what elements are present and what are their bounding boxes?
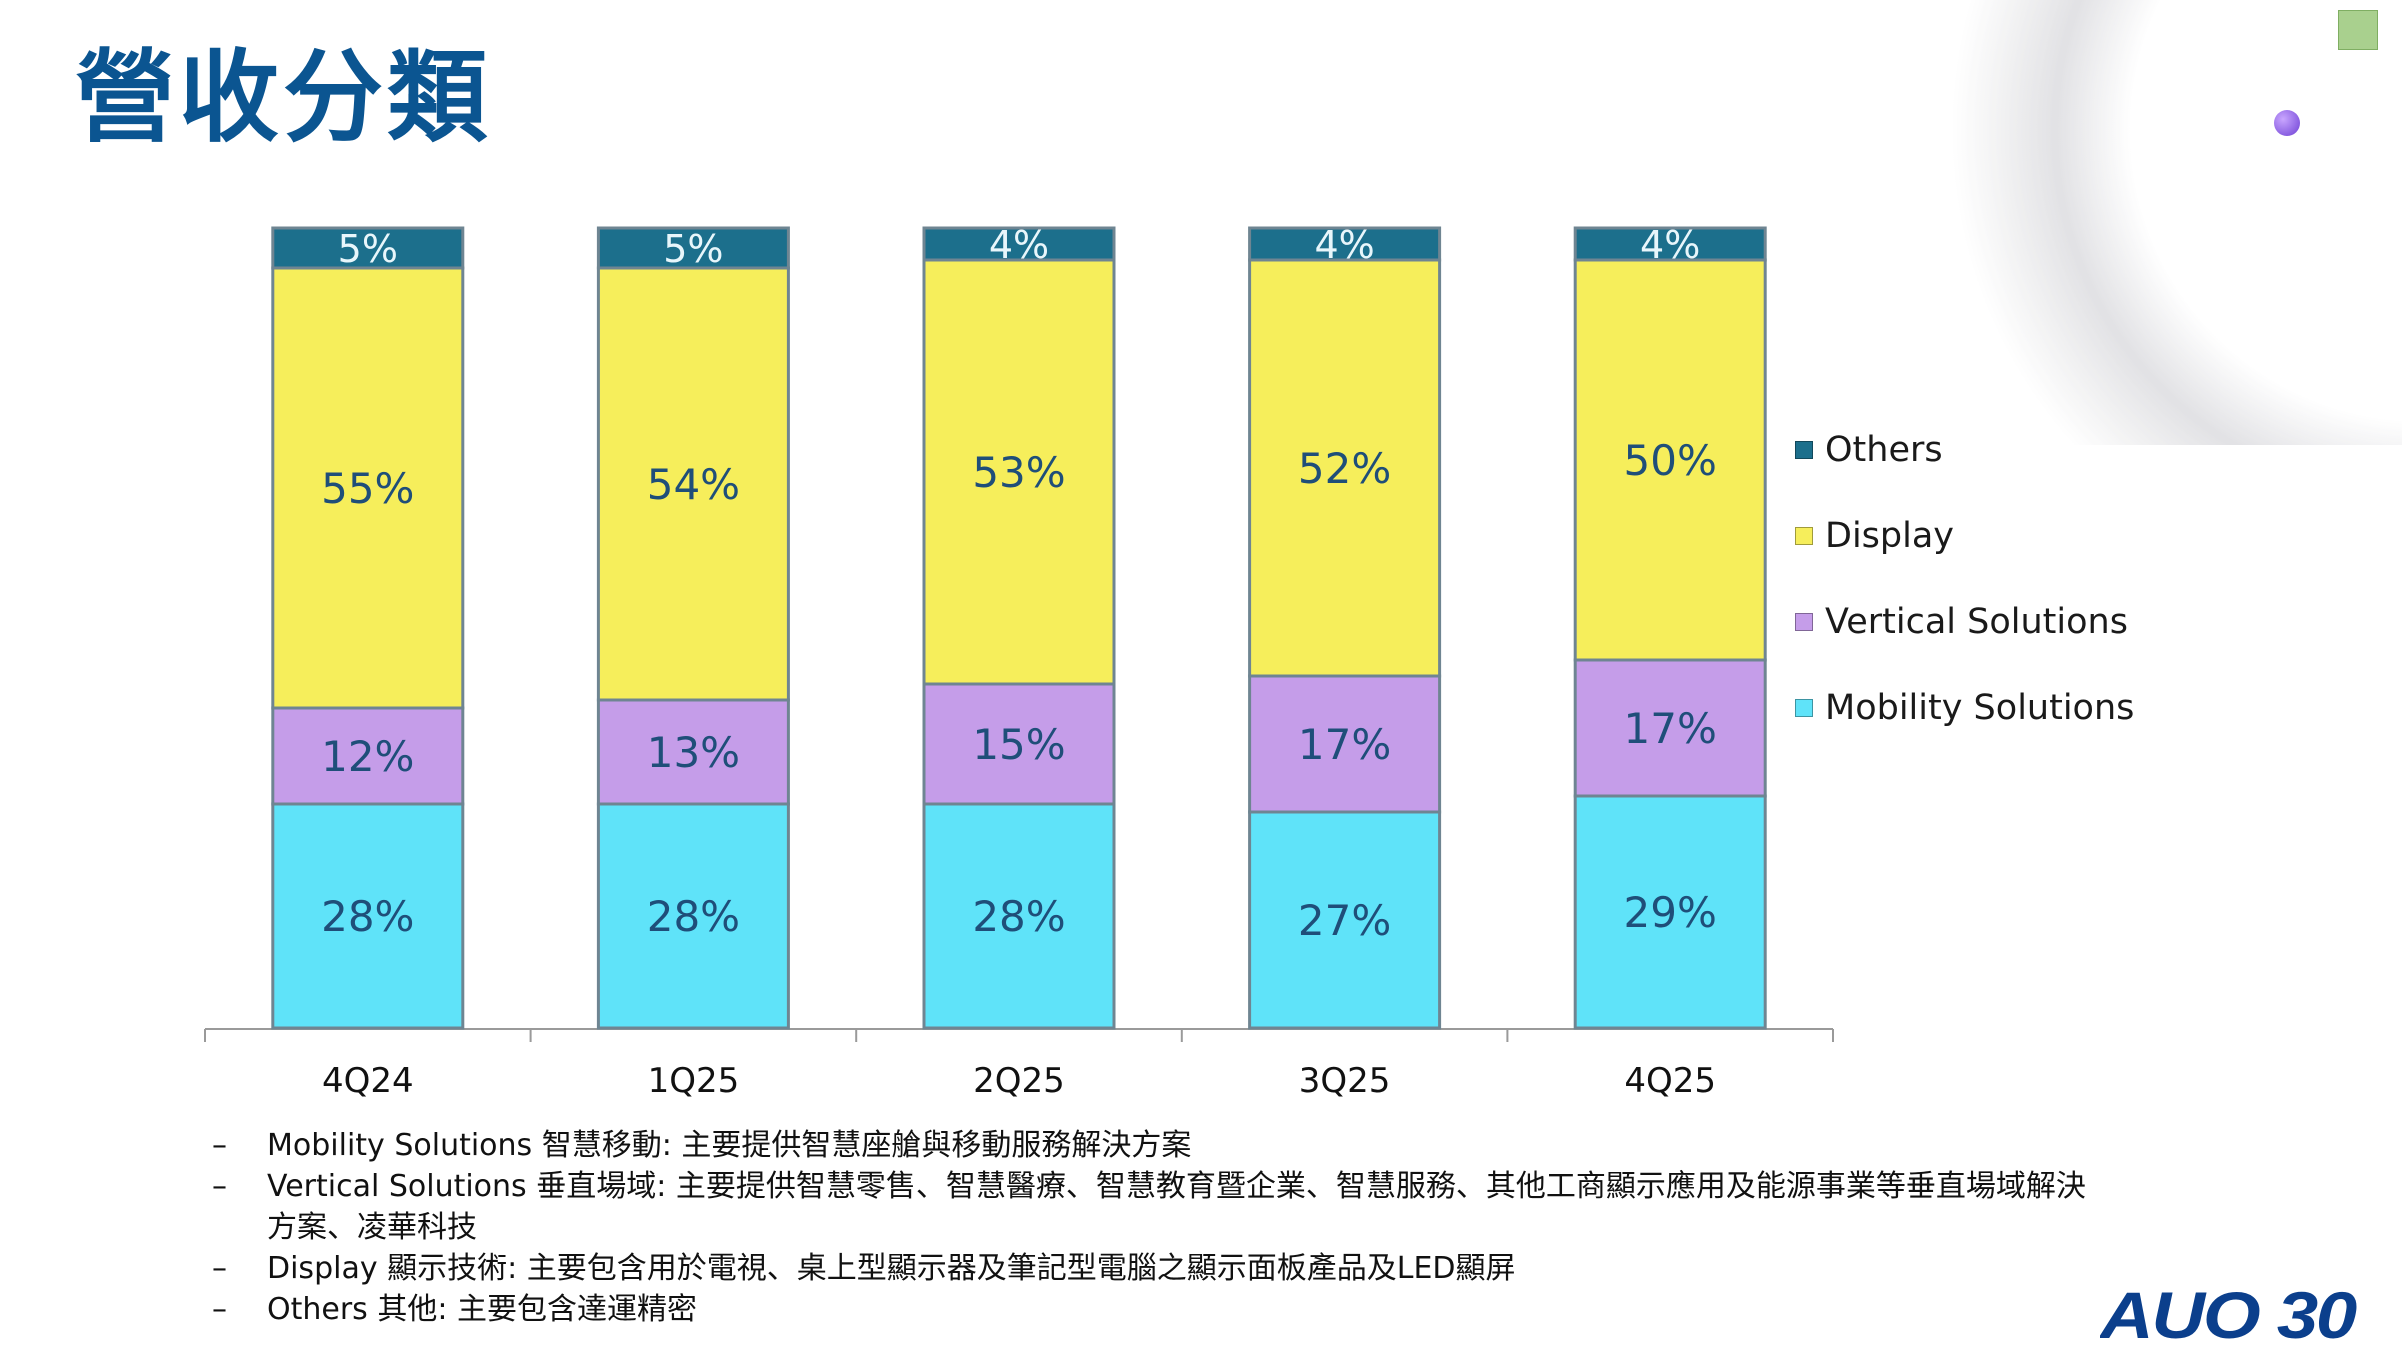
purple-dot-icon	[2274, 110, 2300, 136]
data-label: 52%	[1298, 444, 1391, 493]
slide-title: 營收分類	[75, 39, 491, 156]
data-label: 17%	[1624, 704, 1717, 753]
legend-label-vertical-solutions: Vertical Solutions	[1825, 602, 2128, 642]
legend-item-display: Display	[1795, 516, 1954, 556]
note-text: Mobility Solutions 智慧移動: 主要提供智慧座艙與移動服務解決…	[267, 1128, 1192, 1163]
legend-item-vertical-solutions: Vertical Solutions	[1795, 602, 2128, 642]
note-vertical-solutions: – Vertical Solutions 垂直場域: 主要提供智慧零售、智慧醫療…	[212, 1166, 2102, 1248]
bar-display-4q24	[271, 266, 465, 710]
legend-item-others: Others	[1795, 430, 1943, 470]
note-text: Others 其他: 主要包含達運精密	[267, 1292, 697, 1327]
note-mobility-solutions: – Mobility Solutions 智慧移動: 主要提供智慧座艙與移動服務…	[212, 1125, 2102, 1166]
note-others: – Others 其他: 主要包含達運精密	[212, 1289, 2102, 1330]
note-text: Display 顯示技術: 主要包含用於電視、桌上型顯示器及筆記型電腦之顯示面板…	[267, 1251, 1516, 1286]
data-label: 17%	[1298, 720, 1391, 769]
data-label: 4%	[989, 223, 1049, 267]
data-label: 4%	[1314, 223, 1374, 267]
data-label: 4%	[1640, 223, 1700, 267]
data-label: 5%	[663, 227, 723, 271]
legend-swatch-display	[1795, 527, 1813, 545]
legend-swatch-vertical-solutions	[1795, 613, 1813, 631]
data-label: 5%	[338, 227, 398, 271]
x-tick-label: 4Q24	[322, 1061, 414, 1101]
bar-others-1q25	[596, 226, 790, 270]
data-label: 28%	[321, 892, 414, 941]
data-label: 15%	[972, 720, 1065, 769]
legend-swatch-others	[1795, 441, 1813, 459]
legend-item-mobility-solutions: Mobility Solutions	[1795, 688, 2134, 728]
legend-label-mobility-solutions: Mobility Solutions	[1825, 688, 2135, 728]
bar-mobility-solutions-3q25	[1248, 810, 1442, 1030]
bar-mobility-solutions-1q25	[596, 802, 790, 1030]
note-dash: –	[212, 1128, 227, 1163]
bar-others-4q24	[271, 226, 465, 270]
x-tick-label: 3Q25	[1299, 1061, 1391, 1101]
data-label: 29%	[1624, 888, 1717, 937]
bar-vertical-solutions-4q24	[271, 706, 465, 806]
data-label: 12%	[321, 732, 414, 781]
swoosh-graphic	[1952, 0, 2402, 445]
bar-display-3q25	[1248, 258, 1442, 678]
segment-notes: – Mobility Solutions 智慧移動: 主要提供智慧座艙與移動服務…	[212, 1125, 2102, 1330]
green-square-icon	[2338, 10, 2378, 50]
data-label: 50%	[1624, 436, 1717, 485]
bar-vertical-solutions-1q25	[596, 698, 790, 806]
bar-display-1q25	[596, 266, 790, 702]
x-tick-label: 4Q25	[1624, 1061, 1716, 1101]
note-dash: –	[212, 1169, 227, 1204]
legend-swatch-mobility-solutions	[1795, 699, 1813, 717]
legend-label-others: Others	[1825, 430, 1943, 470]
x-tick-label: 1Q25	[648, 1061, 740, 1101]
data-label: 53%	[972, 448, 1065, 497]
bar-vertical-solutions-2q25	[922, 682, 1116, 806]
data-label: 54%	[647, 460, 740, 509]
bar-others-4q25	[1573, 226, 1767, 262]
bar-mobility-solutions-4q24	[271, 802, 465, 1030]
note-text: Vertical Solutions 垂直場域: 主要提供智慧零售、智慧醫療、智…	[267, 1169, 2086, 1245]
note-dash: –	[212, 1251, 227, 1286]
data-label: 55%	[321, 464, 414, 513]
note-display: – Display 顯示技術: 主要包含用於電視、桌上型顯示器及筆記型電腦之顯示…	[212, 1248, 2102, 1289]
decorative-swoosh	[1952, 0, 2402, 445]
bar-others-2q25	[922, 226, 1116, 262]
legend-label-display: Display	[1825, 516, 1955, 556]
bar-display-2q25	[922, 258, 1116, 686]
data-label: 28%	[972, 892, 1065, 941]
bar-others-3q25	[1248, 226, 1442, 262]
bar-display-4q25	[1573, 258, 1767, 662]
data-label: 27%	[1298, 896, 1391, 945]
auo-30-logo: AUO 30	[2100, 1278, 2360, 1352]
note-dash: –	[212, 1292, 227, 1327]
auo-logo-text: AUO 30	[2100, 1278, 2358, 1352]
x-tick-label: 2Q25	[973, 1061, 1065, 1101]
data-label: 28%	[647, 892, 740, 941]
bar-vertical-solutions-4q25	[1573, 658, 1767, 798]
data-label: 13%	[647, 728, 740, 777]
